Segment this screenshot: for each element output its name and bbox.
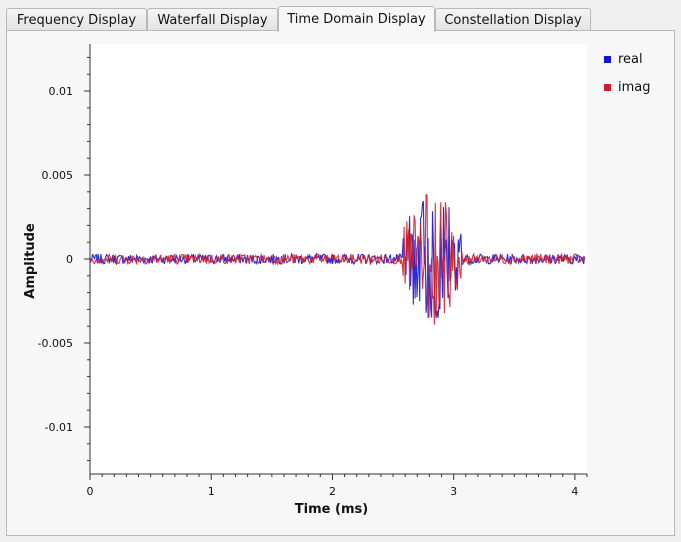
tab-time-domain-display[interactable]: Time Domain Display — [278, 6, 435, 32]
x-tick-label: 0 — [87, 485, 94, 498]
y-axis-title: Amplitude — [23, 223, 38, 299]
legend-label-imag: imag — [618, 79, 651, 95]
tab-waterfall-display[interactable]: Waterfall Display — [147, 8, 278, 31]
time-domain-plot[interactable]: 0.01 0.005 0 -0.005 -0.01 0 1 2 3 4 Time (ms) Ampli… — [7, 32, 597, 522]
x-axis-title: Time (ms) — [295, 502, 368, 517]
x-tick-label: 4 — [571, 485, 578, 498]
y-tick-label: 0 — [66, 253, 73, 266]
x-tick-label: 2 — [329, 485, 336, 498]
tab-frequency-display[interactable]: Frequency Display — [6, 8, 147, 31]
x-tick-label: 3 — [450, 485, 457, 498]
x-tick-label: 1 — [208, 485, 215, 498]
legend: real imag — [604, 45, 651, 101]
legend-swatch-real — [604, 55, 611, 63]
tab-constellation-display[interactable]: Constellation Display — [435, 8, 591, 31]
y-tick-label: 0.005 — [42, 169, 74, 182]
y-tick-label: -0.01 — [45, 421, 73, 434]
legend-item-imag[interactable]: imag — [604, 73, 651, 101]
series-imag-line — [89, 193, 586, 325]
legend-item-real[interactable]: real — [604, 45, 651, 73]
y-tick-label: -0.005 — [38, 337, 73, 350]
legend-label-real: real — [618, 51, 643, 67]
y-tick-label: 0.01 — [49, 85, 74, 98]
legend-swatch-imag — [604, 83, 611, 91]
